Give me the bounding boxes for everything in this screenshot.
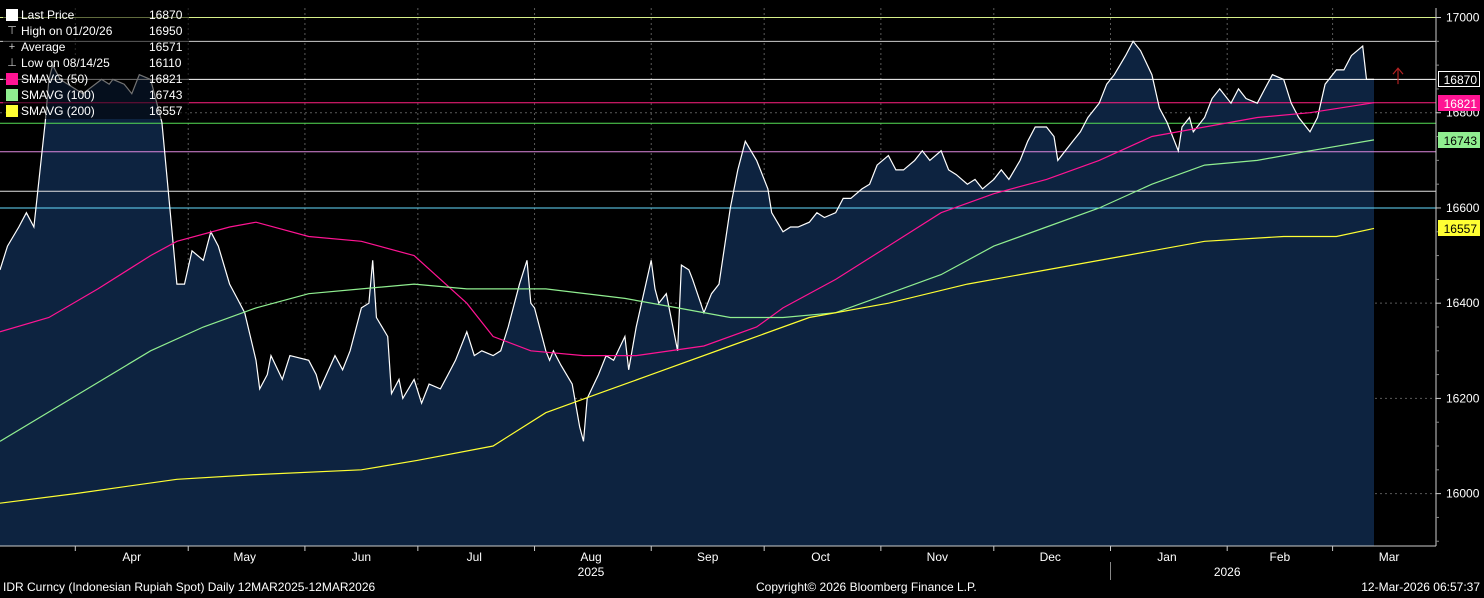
legend-entry: SMAVG (100) 16743 [3, 87, 189, 103]
y-tick-label: 16000 [1446, 487, 1480, 501]
footer-timestamp: 12-Mar-2026 06:57:37 [1361, 580, 1480, 594]
high-marker-icon: ⊤ [7, 25, 17, 37]
up-arrow-icon [1392, 67, 1404, 85]
legend-entry: ⊤ High on 01/20/26 16950 [3, 23, 189, 39]
legend-value: 16870 [149, 8, 183, 22]
x-tick-label: Apr [122, 550, 141, 564]
y-tick-label: 16200 [1446, 391, 1480, 405]
footer-description: IDR Curncy (Indonesian Rupiah Spot) Dail… [3, 580, 376, 594]
legend-label: Last Price [21, 8, 75, 22]
series-line-smavg [0, 139, 1375, 442]
series-line-smavg [0, 102, 1375, 357]
legend-swatch [6, 9, 18, 21]
legend-label: High on 01/20/26 [21, 24, 113, 38]
x-tick-label: May [233, 550, 256, 564]
value-tag: 16821 [1438, 94, 1480, 111]
x-tick-label: Oct [811, 550, 830, 564]
legend-swatch [6, 73, 18, 85]
value-tag: 16743 [1438, 131, 1480, 148]
footer-copyright: Copyright© 2026 Bloomberg Finance L.P. [756, 580, 977, 594]
series-lines [0, 40, 1375, 504]
legend-value: 16110 [149, 56, 182, 70]
value-tag: 16557 [1438, 220, 1480, 237]
legend-label: SMAVG (100) [21, 88, 95, 102]
legend-label: SMAVG (200) [21, 104, 95, 118]
legend-value: 16557 [149, 104, 183, 118]
y-tick-label: 16600 [1446, 201, 1480, 215]
legend-value: 16743 [149, 88, 183, 102]
x-tick-label: Jan [1157, 550, 1176, 564]
x-tick-label: Sep [697, 550, 719, 564]
legend: Last Price 16870 ⊤ High on 01/20/26 16950 + Av… [3, 7, 189, 119]
legend-swatch [6, 105, 18, 117]
x-tick-label: Mar [1379, 550, 1400, 564]
legend-value: 16821 [149, 72, 183, 86]
series-line-smavg [0, 227, 1375, 504]
reference-lines [0, 17, 1436, 209]
x-tick-label: Jun [352, 550, 371, 564]
value-tag: 16870 [1438, 71, 1480, 88]
legend-label: Low on 08/14/25 [21, 56, 110, 70]
legend-entry: SMAVG (50) 16821 [3, 71, 189, 87]
average-marker-icon: + [8, 41, 16, 53]
x-tick-label: Aug [580, 550, 601, 564]
x-year-label: 2026 [1214, 565, 1241, 579]
y-tick-label: 17000 [1446, 11, 1480, 25]
legend-entry: ⊥ Low on 08/14/25 16110 [3, 55, 189, 71]
x-tick-label: Feb [1270, 550, 1291, 564]
x-tick-label: Jul [467, 550, 482, 564]
markers [1392, 67, 1404, 85]
x-tick-label: Nov [927, 550, 948, 564]
series-line-last-price [0, 40, 1374, 442]
low-marker-icon: ⊥ [7, 57, 17, 69]
legend-value: 16950 [149, 24, 183, 38]
legend-entry: SMAVG (200) 16557 [3, 103, 189, 119]
legend-entry: Last Price 16870 [3, 7, 189, 23]
price-area [0, 41, 1374, 547]
legend-entry: + Average 16571 [3, 39, 189, 55]
legend-label: SMAVG (50) [21, 72, 89, 86]
x-year-label: 2025 [578, 565, 605, 579]
price-area-fill [0, 41, 1374, 547]
legend-label: Average [21, 40, 66, 54]
legend-value: 16571 [149, 40, 183, 54]
y-tick-label: 16400 [1446, 296, 1480, 310]
x-tick-label: Dec [1040, 550, 1061, 564]
legend-swatch [6, 89, 18, 101]
